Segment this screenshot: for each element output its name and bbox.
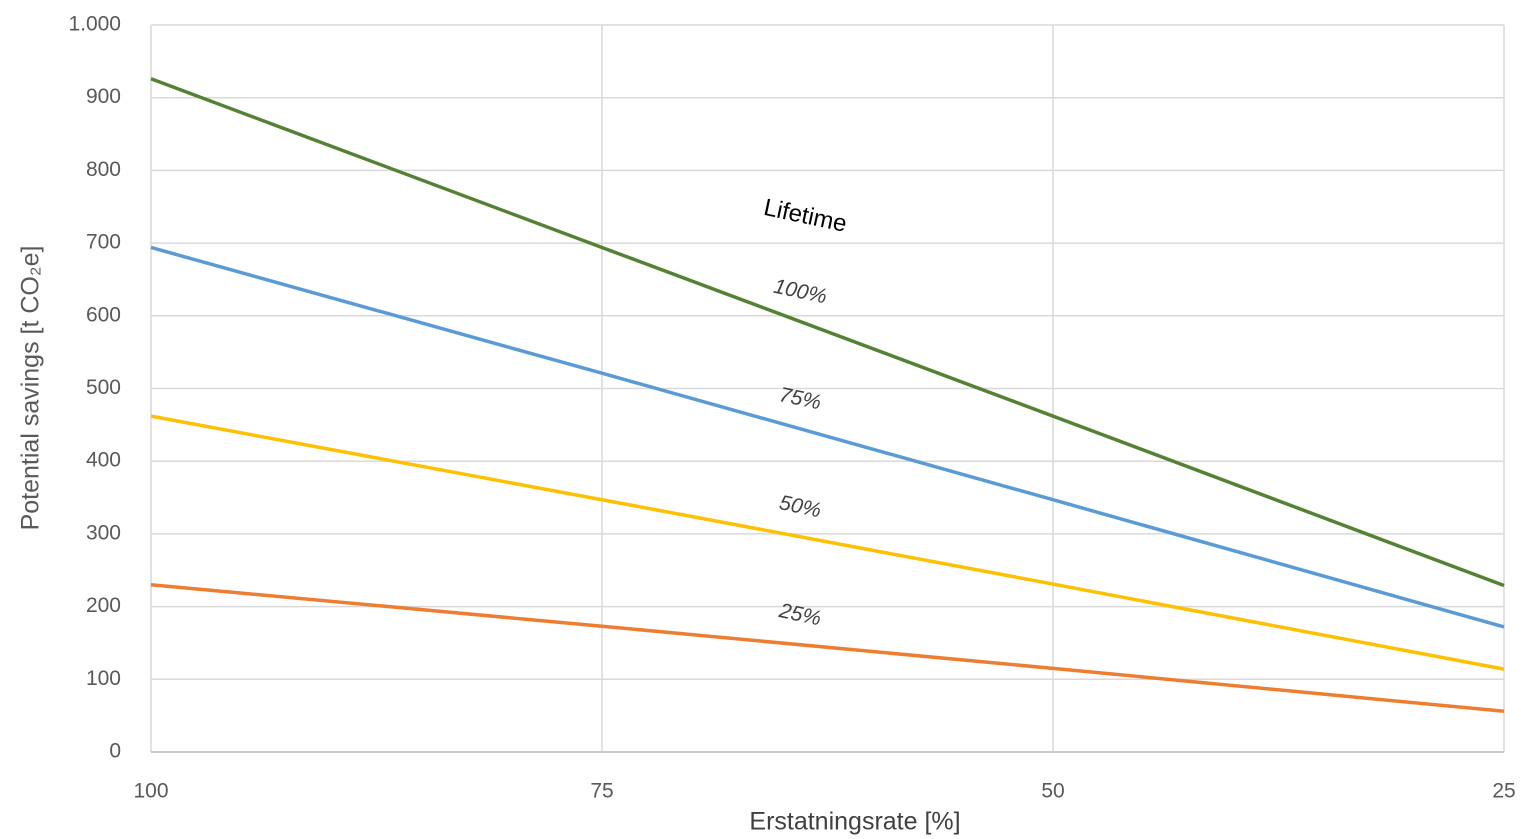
series-label: 25%: [776, 599, 823, 630]
x-tick-label: 100: [133, 780, 168, 803]
y-tick-label: 200: [86, 594, 121, 617]
x-tick-label: 75: [590, 780, 613, 803]
y-tick-label: 500: [86, 376, 121, 399]
y-tick-label: 700: [86, 231, 121, 254]
y-tick-label: 0: [109, 740, 121, 763]
series-label: 50%: [777, 491, 823, 522]
y-tick-label: 1.000: [68, 13, 121, 36]
series-line: [150, 245, 1505, 629]
y-tick-label: 800: [86, 158, 121, 181]
legend-title: Lifetime: [761, 194, 849, 238]
y-tick-label: 600: [86, 303, 121, 326]
x-tick-label: 25: [1492, 780, 1515, 803]
y-axis-title: Potential savings [t CO₂e]: [17, 246, 45, 531]
series-line: [150, 77, 1505, 588]
x-axis-title: Erstatningsrate [%]: [749, 808, 960, 836]
series-line: [150, 583, 1505, 714]
x-tick-label: 50: [1041, 780, 1064, 803]
series-line: [150, 414, 1505, 671]
y-tick-label: 100: [86, 667, 121, 690]
y-tick-label: 900: [86, 85, 121, 108]
series-label: 100%: [772, 275, 829, 309]
y-tick-label: 400: [86, 449, 121, 472]
y-tick-label: 300: [86, 521, 121, 544]
